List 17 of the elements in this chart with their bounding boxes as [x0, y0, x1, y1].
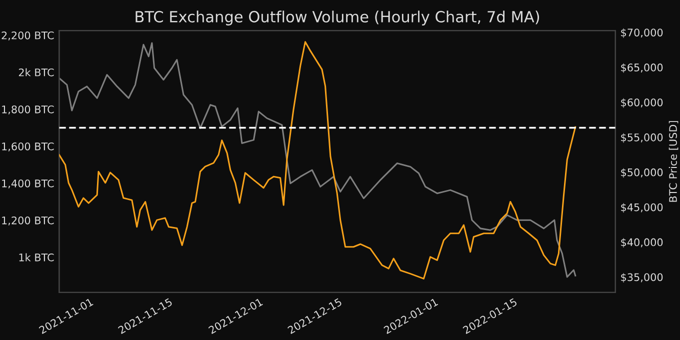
y2-tick-label: $70,000 — [621, 28, 663, 38]
chart-title: BTC Exchange Outflow Volume (Hourly Chart, 7d MA) — [136, 10, 540, 26]
y-tick-label: 1,200 BTC — [2, 216, 54, 226]
y2-tick-label: $60,000 — [621, 98, 663, 108]
y-tick-label: 1k BTC — [19, 253, 54, 262]
y2-axis-title: BTC Price [USD] — [668, 121, 678, 202]
y-tick-label: 2k BTC — [18, 68, 54, 76]
y2-tick-label: $55,000 — [621, 133, 663, 143]
y-tick-label: 2,200 BTC — [2, 31, 54, 40]
y2-tick-label: $35,000 — [621, 273, 663, 283]
y-tick-label: 1,800 BTC — [2, 105, 54, 114]
y2-tick-label: $50,000 — [621, 168, 663, 178]
y2-tick-label: $40,000 — [621, 238, 663, 248]
y2-tick-label: $45,000 — [621, 203, 663, 213]
y-tick-label: 1,400 BTC — [2, 179, 54, 188]
y-tick-label: 1,600 BTC — [2, 142, 54, 152]
y2-tick-label: $65,000 — [621, 63, 663, 73]
